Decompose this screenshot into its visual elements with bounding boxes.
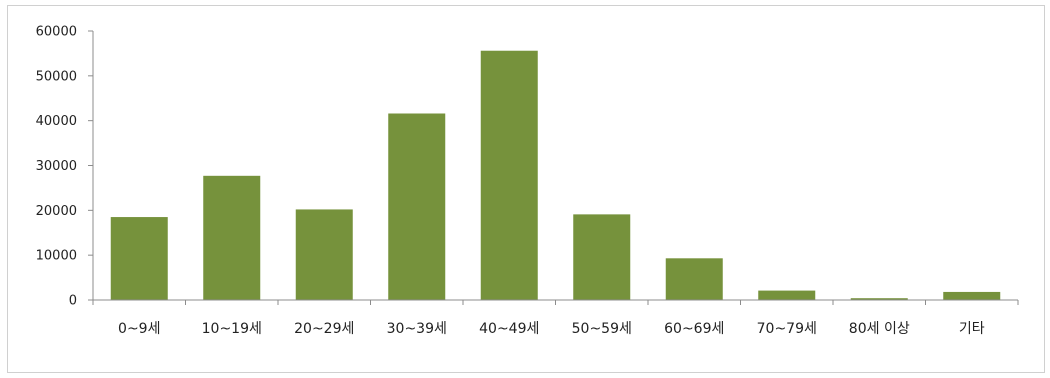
x-category-label: 30~39세 (387, 321, 447, 337)
x-category-label: 80세 이상 (849, 321, 910, 337)
bar (665, 258, 723, 300)
y-axis: 0 10000 20000 30000 40000 50000 60000 (36, 25, 94, 309)
bar (573, 214, 631, 300)
bar (295, 209, 353, 300)
y-tick-label: 60000 (36, 25, 77, 40)
bars-group (110, 50, 1001, 300)
y-tick-label: 20000 (36, 204, 77, 219)
bar (850, 298, 908, 300)
x-category-label: 40~49세 (479, 321, 539, 337)
y-tick-label: 30000 (36, 159, 77, 174)
y-tick-label: 40000 (36, 114, 77, 129)
x-category-label: 70~79세 (757, 321, 817, 337)
y-tick-label: 10000 (36, 249, 77, 264)
x-axis: 0~9세 10~19세 20~29세 30~39세 40~49세 50~59세 60~69세… (92, 299, 1019, 337)
x-category-label: 50~59세 (572, 321, 632, 337)
x-category-label: 기타 (959, 321, 985, 337)
x-category-label: 20~29세 (294, 321, 354, 337)
bar (943, 291, 1001, 300)
x-category-label: 0~9세 (118, 321, 160, 337)
bar (110, 217, 168, 300)
bar (758, 290, 816, 300)
y-tick-label: 50000 (36, 69, 77, 84)
x-category-label: 60~69세 (664, 321, 724, 337)
bar (480, 50, 538, 300)
x-category-label: 10~19세 (202, 321, 262, 337)
bar (388, 113, 446, 300)
bar (203, 175, 261, 300)
y-tick-label: 0 (69, 294, 77, 309)
